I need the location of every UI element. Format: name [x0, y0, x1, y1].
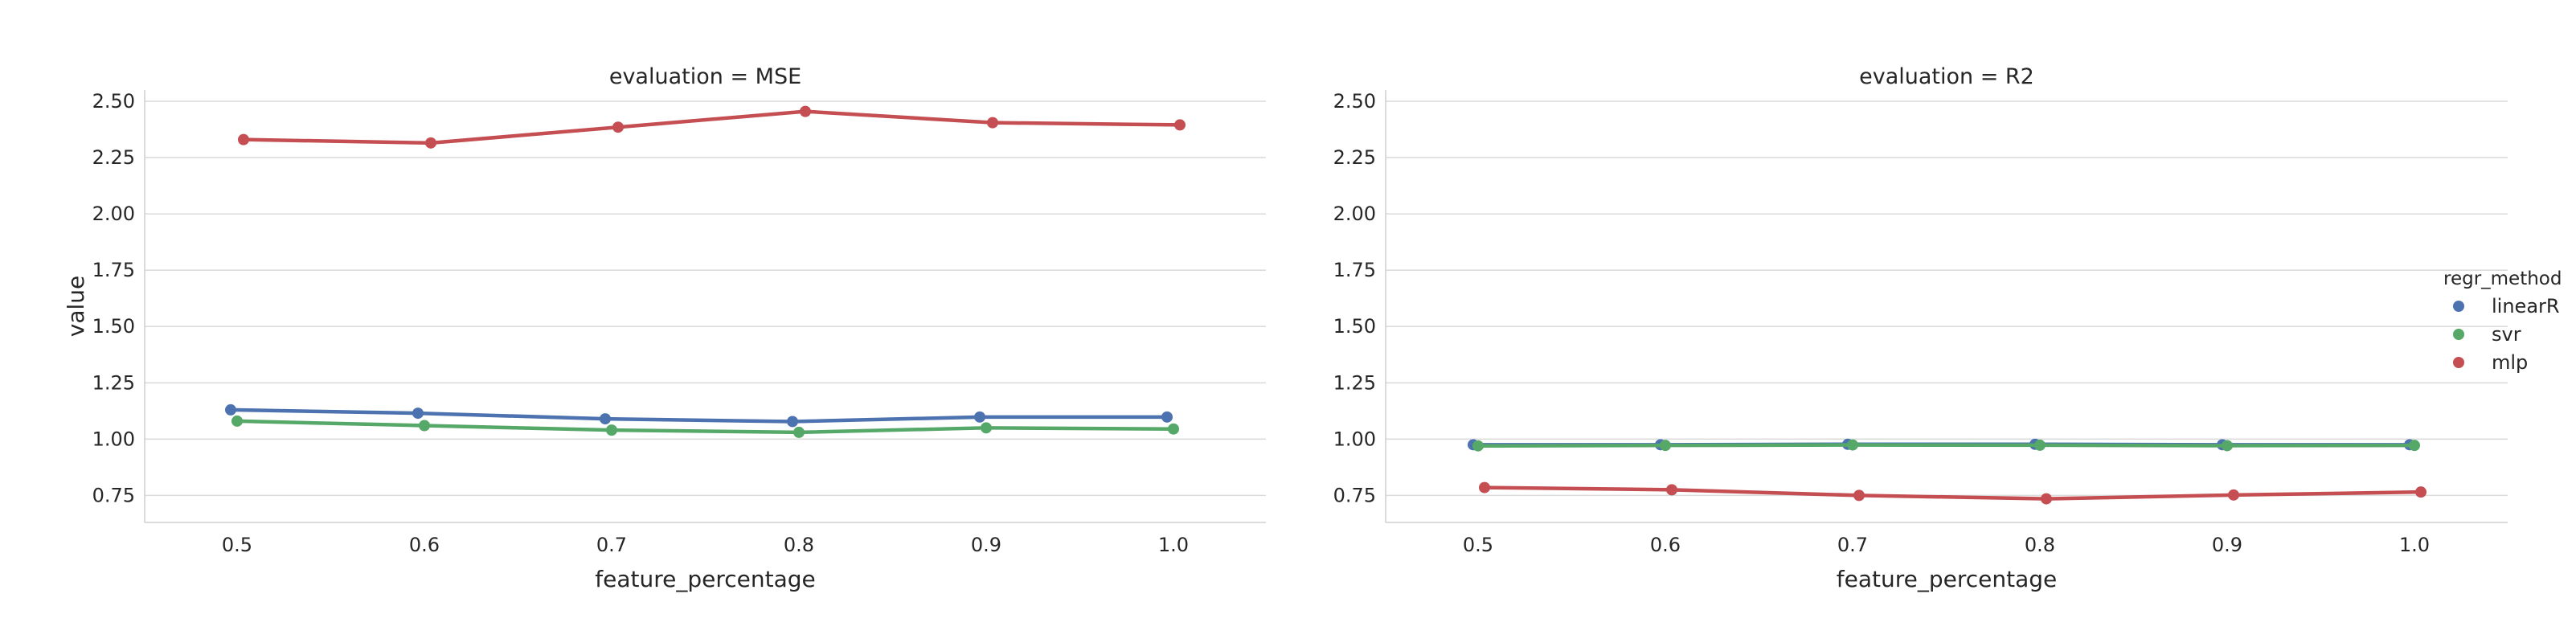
series-line-mlp	[1484, 485, 2422, 501]
series-line-mlp	[243, 109, 1181, 145]
data-point-linearR	[974, 411, 985, 423]
y-tick-label: 1.50	[92, 315, 135, 338]
data-point-mlp	[1666, 484, 1677, 496]
x-tick-label: 0.9	[2212, 534, 2242, 556]
x-tick-label: 0.7	[596, 534, 627, 556]
data-point-svr	[2034, 439, 2046, 451]
legend-marker-svr	[2453, 329, 2464, 340]
y-tick-label: 2.25	[92, 146, 135, 169]
data-point-mlp	[1479, 481, 1490, 494]
series-line-svr	[236, 419, 1174, 435]
legend-marker-mlp	[2453, 357, 2464, 368]
data-point-mlp	[2041, 493, 2052, 505]
y-tick-label: 1.00	[92, 428, 135, 450]
x-tick-label: 0.8	[784, 534, 814, 556]
x-tick-label: 0.6	[409, 534, 440, 556]
y-tick-label: 0.75	[92, 484, 135, 506]
x-tick-label: 1.0	[1158, 534, 1189, 556]
y-tick-label: 2.25	[1333, 146, 1376, 169]
legend-label-svr: svr	[2492, 323, 2521, 346]
x-tick-label: 0.6	[1650, 534, 1681, 556]
data-point-mlp	[612, 121, 624, 133]
data-point-linearR	[225, 403, 236, 416]
y-tick-label: 1.00	[1333, 428, 1376, 450]
x-axis-label: feature_percentage	[595, 566, 816, 592]
data-point-svr	[981, 422, 992, 434]
series-line-svr	[1477, 443, 2415, 448]
y-tick-label: 1.50	[1333, 315, 1376, 338]
data-point-linearR	[1161, 411, 1173, 423]
x-tick-label: 1.0	[2399, 534, 2430, 556]
data-point-linearR	[412, 408, 424, 420]
y-tick-label: 2.00	[92, 203, 135, 225]
y-tick-label: 1.75	[1333, 259, 1376, 281]
legend-marker-linearR	[2453, 301, 2464, 312]
data-point-svr	[1847, 439, 1858, 451]
x-tick-label: 0.9	[971, 534, 1001, 556]
panel-2: 0.75 1.00 1.25 1.50 1.75 2.00 2.25 2.50 0.5 0.6 0.…	[1333, 64, 2508, 592]
y-axis-label: value	[63, 276, 89, 337]
data-point-svr	[606, 424, 617, 436]
panel-title: evaluation = R2	[1859, 64, 2034, 89]
x-tick-label: 0.5	[1463, 534, 1493, 556]
y-tick-label: 2.50	[92, 90, 135, 113]
y-tick-label: 1.75	[92, 259, 135, 281]
data-point-svr	[1472, 440, 1484, 452]
data-point-svr	[231, 415, 243, 427]
y-tick-label: 1.25	[1333, 371, 1376, 394]
x-tick-label: 0.8	[2025, 534, 2055, 556]
legend-label-mlp: mlp	[2492, 351, 2528, 374]
data-point-mlp	[238, 133, 249, 145]
data-point-linearR	[600, 413, 611, 425]
data-point-svr	[419, 420, 430, 432]
x-tick-label: 0.5	[222, 534, 252, 556]
data-point-mlp	[987, 117, 998, 129]
series-line-linearR	[230, 408, 1167, 424]
data-point-linearR	[787, 416, 798, 428]
data-point-mlp	[1853, 489, 1865, 502]
legend-title: regr_method	[2443, 268, 2562, 289]
data-point-svr	[2409, 440, 2420, 452]
data-point-mlp	[800, 105, 811, 117]
data-point-svr	[1168, 423, 1179, 435]
x-axis-label: feature_percentage	[1837, 566, 2058, 592]
data-point-svr	[1660, 440, 1671, 452]
data-point-svr	[793, 426, 805, 438]
y-tick-label: 0.75	[1333, 484, 1376, 506]
data-point-mlp	[2228, 489, 2239, 501]
y-tick-label: 2.50	[1333, 90, 1376, 113]
panel-title: evaluation = MSE	[609, 64, 801, 89]
legend: regr_method linearR svr mlp	[2443, 268, 2562, 374]
data-point-svr	[2222, 440, 2233, 452]
data-point-mlp	[2415, 486, 2427, 498]
y-tick-label: 2.00	[1333, 203, 1376, 225]
y-tick-label: 1.25	[92, 371, 135, 394]
data-point-mlp	[425, 137, 436, 149]
panel-1: 0.75 1.00 1.25 1.50 1.75 2.00 2.25 2.50 0.5 0.6 0.…	[63, 64, 1266, 592]
data-point-mlp	[1174, 119, 1186, 131]
x-tick-label: 0.7	[1837, 534, 1868, 556]
legend-label-linearR: linearR	[2492, 295, 2560, 317]
